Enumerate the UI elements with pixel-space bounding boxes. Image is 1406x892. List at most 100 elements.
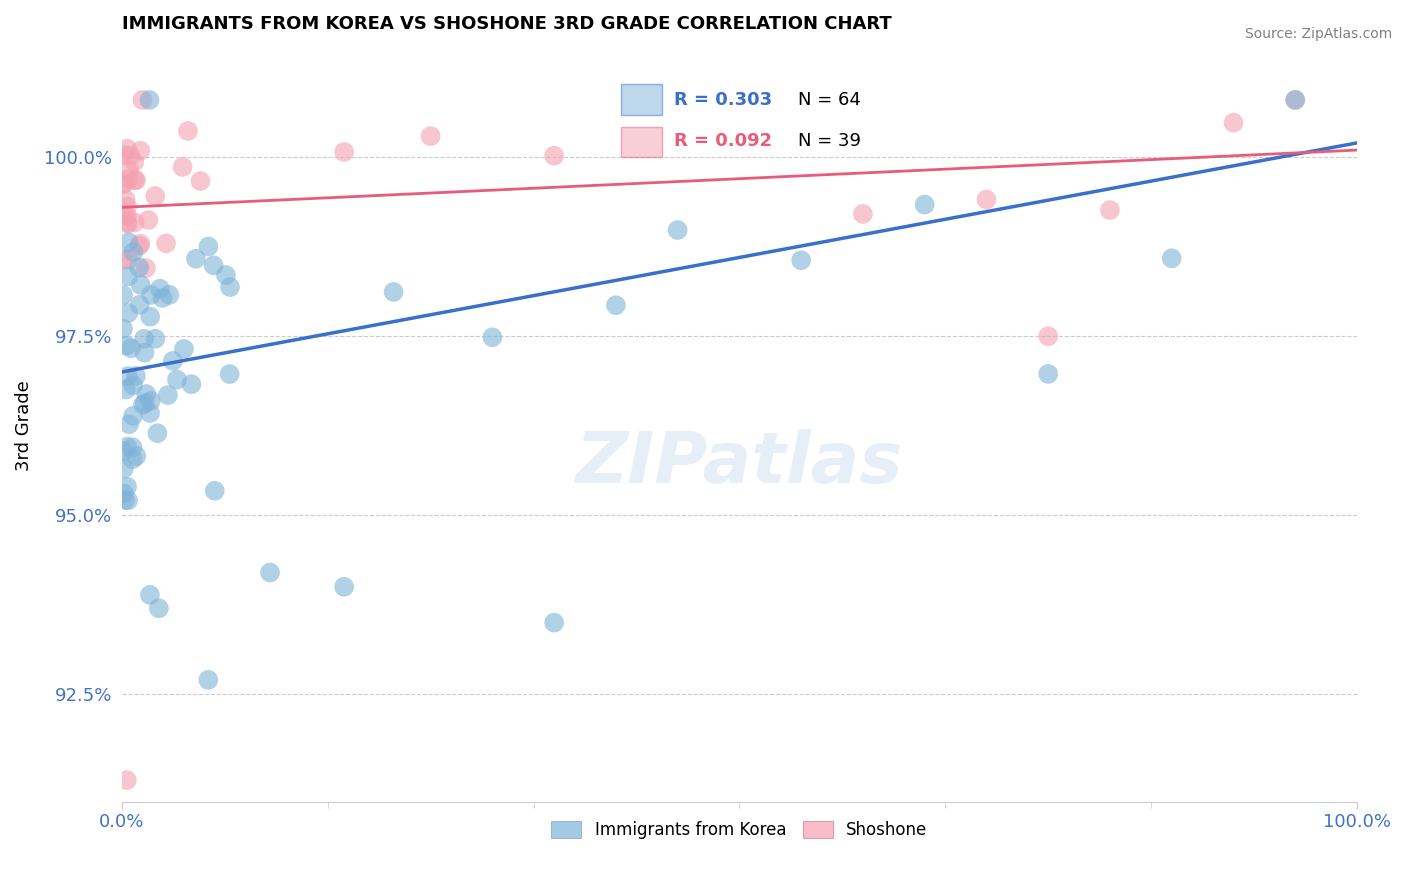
Point: [131, 93, 153, 107]
Point: [125, 368, 148, 383]
Point: [115, 141, 138, 155]
Point: [543, 615, 565, 630]
Point: [543, 149, 565, 163]
Point: [184, 252, 207, 266]
Point: [202, 259, 225, 273]
Point: [152, 291, 174, 305]
Point: [1038, 329, 1060, 343]
Point: [115, 209, 138, 223]
Point: [155, 236, 177, 251]
Point: [419, 129, 441, 144]
Point: [115, 773, 138, 788]
Point: [115, 440, 138, 454]
Point: [219, 280, 242, 294]
Point: [124, 173, 146, 187]
Point: [481, 330, 503, 344]
Point: [1284, 93, 1306, 107]
Text: IMMIGRANTS FROM KOREA VS SHOSHONE 3RD GRADE CORRELATION CHART: IMMIGRANTS FROM KOREA VS SHOSHONE 3RD GR…: [122, 15, 891, 33]
Point: [115, 480, 138, 494]
Point: [128, 239, 150, 253]
Point: [114, 492, 136, 507]
Point: [218, 367, 240, 381]
Point: [166, 373, 188, 387]
Point: [976, 193, 998, 207]
Point: [605, 298, 627, 312]
Point: [112, 148, 135, 162]
Point: [112, 462, 135, 476]
Point: [115, 383, 138, 397]
Point: [790, 253, 813, 268]
Text: ZIPatlas: ZIPatlas: [575, 429, 903, 498]
Point: [180, 377, 202, 392]
Point: [333, 145, 356, 159]
Point: [129, 277, 152, 292]
Point: [120, 149, 142, 163]
Point: [117, 369, 139, 384]
Point: [146, 426, 169, 441]
Point: [666, 223, 689, 237]
Point: [117, 252, 139, 267]
Point: [173, 342, 195, 356]
Point: [129, 236, 152, 251]
Point: [112, 207, 135, 221]
Point: [134, 345, 156, 359]
Legend: Immigrants from Korea, Shoshone: Immigrants from Korea, Shoshone: [544, 814, 934, 846]
Point: [134, 396, 156, 410]
Point: [124, 215, 146, 229]
Point: [1038, 367, 1060, 381]
Point: [122, 245, 145, 260]
Point: [215, 268, 238, 282]
Point: [139, 288, 162, 302]
Point: [117, 269, 139, 284]
Point: [138, 213, 160, 227]
Point: [1098, 203, 1121, 218]
Point: [117, 172, 139, 186]
Point: [117, 493, 139, 508]
Point: [112, 288, 135, 302]
Point: [124, 155, 146, 169]
Point: [112, 178, 135, 192]
Point: [333, 580, 356, 594]
Point: [148, 601, 170, 615]
Point: [118, 163, 141, 178]
Point: [145, 332, 167, 346]
Point: [914, 197, 936, 211]
Point: [197, 673, 219, 687]
Point: [122, 409, 145, 423]
Point: [125, 449, 148, 463]
Point: [149, 282, 172, 296]
Point: [132, 398, 155, 412]
Point: [259, 566, 281, 580]
Point: [118, 235, 141, 250]
Point: [121, 440, 143, 454]
Point: [139, 406, 162, 420]
Point: [162, 354, 184, 368]
Point: [115, 200, 138, 214]
Point: [112, 443, 135, 458]
Point: [143, 189, 166, 203]
Point: [118, 417, 141, 432]
Point: [190, 174, 212, 188]
Point: [128, 298, 150, 312]
Point: [172, 160, 194, 174]
Point: [157, 288, 180, 302]
Text: Source: ZipAtlas.com: Source: ZipAtlas.com: [1244, 27, 1392, 41]
Point: [117, 217, 139, 231]
Point: [852, 207, 875, 221]
Point: [120, 341, 142, 355]
Point: [122, 378, 145, 392]
Y-axis label: 3rd Grade: 3rd Grade: [15, 380, 32, 471]
Point: [125, 173, 148, 187]
Point: [129, 144, 152, 158]
Point: [121, 452, 143, 467]
Point: [134, 332, 156, 346]
Point: [139, 588, 162, 602]
Point: [1160, 252, 1182, 266]
Point: [117, 306, 139, 320]
Point: [139, 310, 162, 324]
Point: [115, 339, 138, 353]
Point: [128, 260, 150, 275]
Point: [177, 124, 200, 138]
Point: [114, 177, 136, 191]
Point: [138, 93, 160, 107]
